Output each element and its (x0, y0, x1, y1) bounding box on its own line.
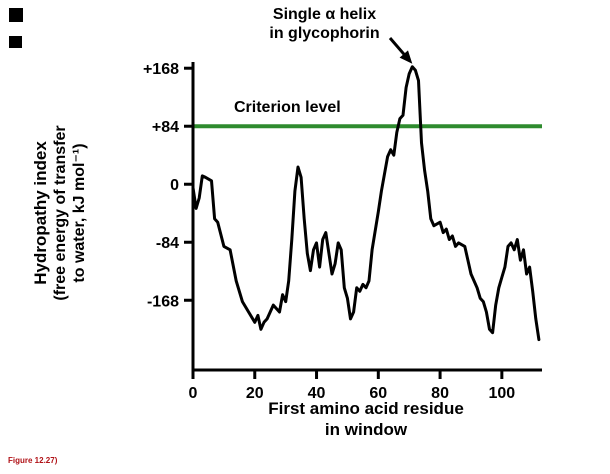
y-axis-title-line2: (free energy of transfer (52, 125, 69, 301)
x-axis-title: First amino acid residue in window (216, 398, 516, 440)
x-tick-label: 100 (488, 385, 515, 402)
y-tick-label: 0 (170, 177, 179, 194)
x-axis-title-line2: in window (324, 420, 408, 439)
hydropathy-trace (191, 65, 541, 342)
y-axis-title-line3: to water, kJ mol⁻¹) (71, 143, 88, 283)
y-tick-label: +84 (152, 119, 179, 136)
y-axis-title-line1: Hydropathy index (31, 141, 50, 285)
annotation-single-alpha-helix: Single α helix in glycophorin (237, 5, 412, 43)
y-tick-label: -84 (156, 235, 179, 252)
annotation-arrow-head (399, 50, 413, 64)
decorative-square-1 (9, 8, 23, 22)
x-tick-label: 80 (431, 385, 449, 402)
y-axis-title: Hydropathy index (free energy of transfe… (31, 53, 89, 373)
x-axis-title-line1: First amino acid residue (268, 399, 464, 418)
x-tick-label: 20 (246, 385, 264, 402)
y-tick-label: -168 (147, 293, 179, 310)
x-tick-label: 60 (369, 385, 387, 402)
annotation-line2: in glycophorin (269, 25, 380, 42)
x-tick-label: 40 (308, 385, 326, 402)
criterion-level-label: Criterion level (234, 99, 341, 116)
decorative-square-2 (9, 36, 22, 48)
figure-caption: Figure 12.27) (8, 456, 58, 465)
y-tick-label: +168 (143, 61, 179, 78)
annotation-line1: Single α helix (272, 6, 377, 23)
x-tick-label: 0 (189, 385, 198, 402)
